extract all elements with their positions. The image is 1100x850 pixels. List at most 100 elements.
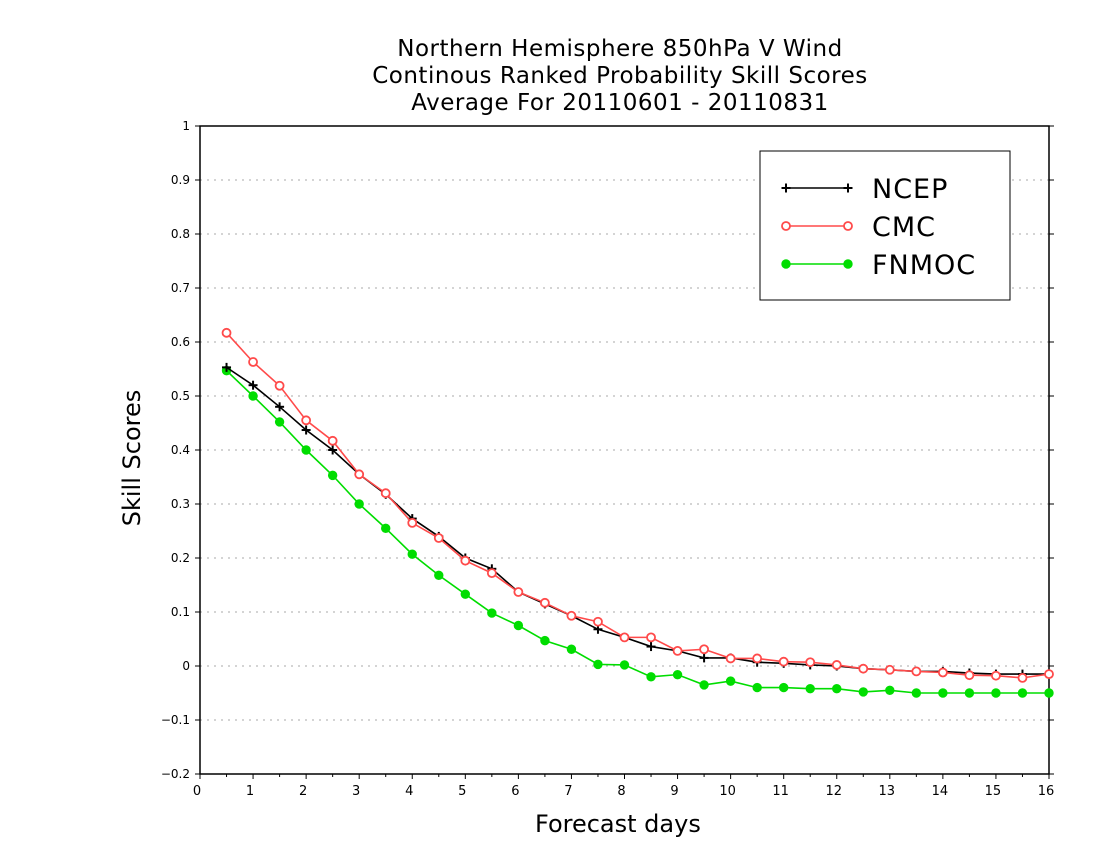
legend: NCEP CMC FNMOC <box>759 150 1011 301</box>
point-cmc <box>248 357 258 367</box>
point-cmc <box>699 644 709 655</box>
x-tick-label: 13 <box>879 784 896 799</box>
point-cmc <box>646 632 656 643</box>
point-cmc <box>1044 669 1054 679</box>
legend-marker-cmc <box>843 221 853 231</box>
point-fnmoc <box>434 570 444 580</box>
point-cmc <box>327 435 338 446</box>
x-axis-title: Forecast days <box>535 810 701 838</box>
series-fnmoc <box>221 365 1054 698</box>
y-tick-label: 1 <box>182 119 190 133</box>
point-fnmoc <box>301 445 311 455</box>
point-ncep <box>646 642 656 652</box>
point-fnmoc <box>858 687 868 697</box>
point-cmc <box>354 469 365 480</box>
point-fnmoc <box>407 549 417 559</box>
point-fnmoc <box>725 676 736 686</box>
y-tick-label: 0.1 <box>171 605 190 619</box>
point-cmc <box>566 610 577 621</box>
point-fnmoc <box>619 660 630 670</box>
chart-title-line-2: Continous Ranked Probability Skill Score… <box>372 63 868 89</box>
x-tick-label: 3 <box>352 784 360 799</box>
point-fnmoc <box>487 608 497 618</box>
point-cmc <box>725 653 736 664</box>
point-cmc <box>937 667 948 678</box>
point-cmc <box>1017 672 1028 683</box>
point-fnmoc <box>752 682 762 693</box>
point-fnmoc <box>778 682 789 693</box>
point-cmc <box>460 555 471 566</box>
point-cmc <box>540 597 550 608</box>
point-fnmoc <box>832 683 842 694</box>
point-fnmoc <box>327 470 338 481</box>
legend-marker-cmc <box>781 221 791 231</box>
legend-entry-cmc: CMC <box>781 212 935 243</box>
y-tick-label: 0.9 <box>171 173 190 187</box>
point-cmc <box>858 663 869 674</box>
legend-marker-ncep <box>843 183 853 193</box>
x-tick-label: 16 <box>1038 784 1055 799</box>
point-ncep <box>699 653 709 663</box>
y-tick-label: −0.2 <box>161 767 190 781</box>
point-fnmoc <box>672 669 683 680</box>
x-tick-label: 12 <box>825 784 842 799</box>
point-fnmoc <box>991 688 1001 698</box>
series-cmc <box>221 327 1054 683</box>
point-cmc <box>407 518 418 528</box>
legend-label-fnmoc: FNMOC <box>872 250 976 281</box>
point-cmc <box>672 645 683 656</box>
point-fnmoc <box>911 688 922 698</box>
point-fnmoc <box>381 523 391 533</box>
series-ncep <box>222 362 1054 679</box>
axes: −0.2−0.100.10.20.30.40.50.60.70.80.910 1 2… <box>161 119 1054 799</box>
point-cmc <box>274 380 285 391</box>
x-tick-label: 2 <box>299 784 307 799</box>
point-cmc <box>486 568 497 579</box>
legend-marker-fnmoc <box>843 259 853 269</box>
point-ncep <box>275 402 285 412</box>
y-tick-label: 0.6 <box>171 335 190 349</box>
point-cmc <box>805 657 816 668</box>
plot-frame <box>199 125 1050 775</box>
point-cmc <box>380 488 391 499</box>
y-tick-label: 0.8 <box>171 227 190 241</box>
point-fnmoc <box>566 644 577 654</box>
y-tick-label: 0.4 <box>171 443 190 457</box>
chart-title-line-3: Average For 20110601 - 20110831 <box>411 90 829 116</box>
point-ncep <box>222 362 232 372</box>
point-cmc <box>433 533 444 543</box>
point-fnmoc <box>699 680 709 690</box>
point-fnmoc <box>805 683 815 694</box>
chart-title-line-1: Northern Hemisphere 850hPa V Wind <box>397 36 843 62</box>
point-fnmoc <box>513 620 524 631</box>
point-ncep <box>301 425 311 435</box>
y-tick-label: −0.1 <box>161 713 190 727</box>
x-tick-label: 5 <box>458 784 466 799</box>
x-tick-label: 1 <box>246 784 254 799</box>
series-line-ncep <box>226 366 1049 675</box>
y-axis-title: Skill Scores <box>118 389 146 527</box>
point-cmc <box>911 666 922 677</box>
x-tick-label: 4 <box>405 784 413 799</box>
y-tick-label: 0.7 <box>171 281 190 295</box>
point-cmc <box>221 327 232 338</box>
y-tick-label: 0.5 <box>171 389 190 403</box>
legend-entry-ncep: NCEP <box>781 174 948 205</box>
y-tick-label: 0.3 <box>171 497 190 511</box>
series-layer <box>221 327 1054 698</box>
point-fnmoc <box>646 672 656 682</box>
x-tick-label: 10 <box>719 784 736 799</box>
legend-marker-fnmoc <box>781 259 791 269</box>
point-cmc <box>778 656 789 667</box>
point-cmc <box>513 587 524 597</box>
legend-label-ncep: NCEP <box>872 174 948 205</box>
point-cmc <box>964 670 975 681</box>
point-fnmoc <box>460 589 471 599</box>
point-cmc <box>593 616 603 627</box>
y-tick-label: 0 <box>182 659 190 673</box>
point-fnmoc <box>354 499 364 509</box>
x-tick-label: 15 <box>985 784 1002 799</box>
point-fnmoc <box>1017 688 1028 698</box>
point-cmc <box>752 653 763 664</box>
